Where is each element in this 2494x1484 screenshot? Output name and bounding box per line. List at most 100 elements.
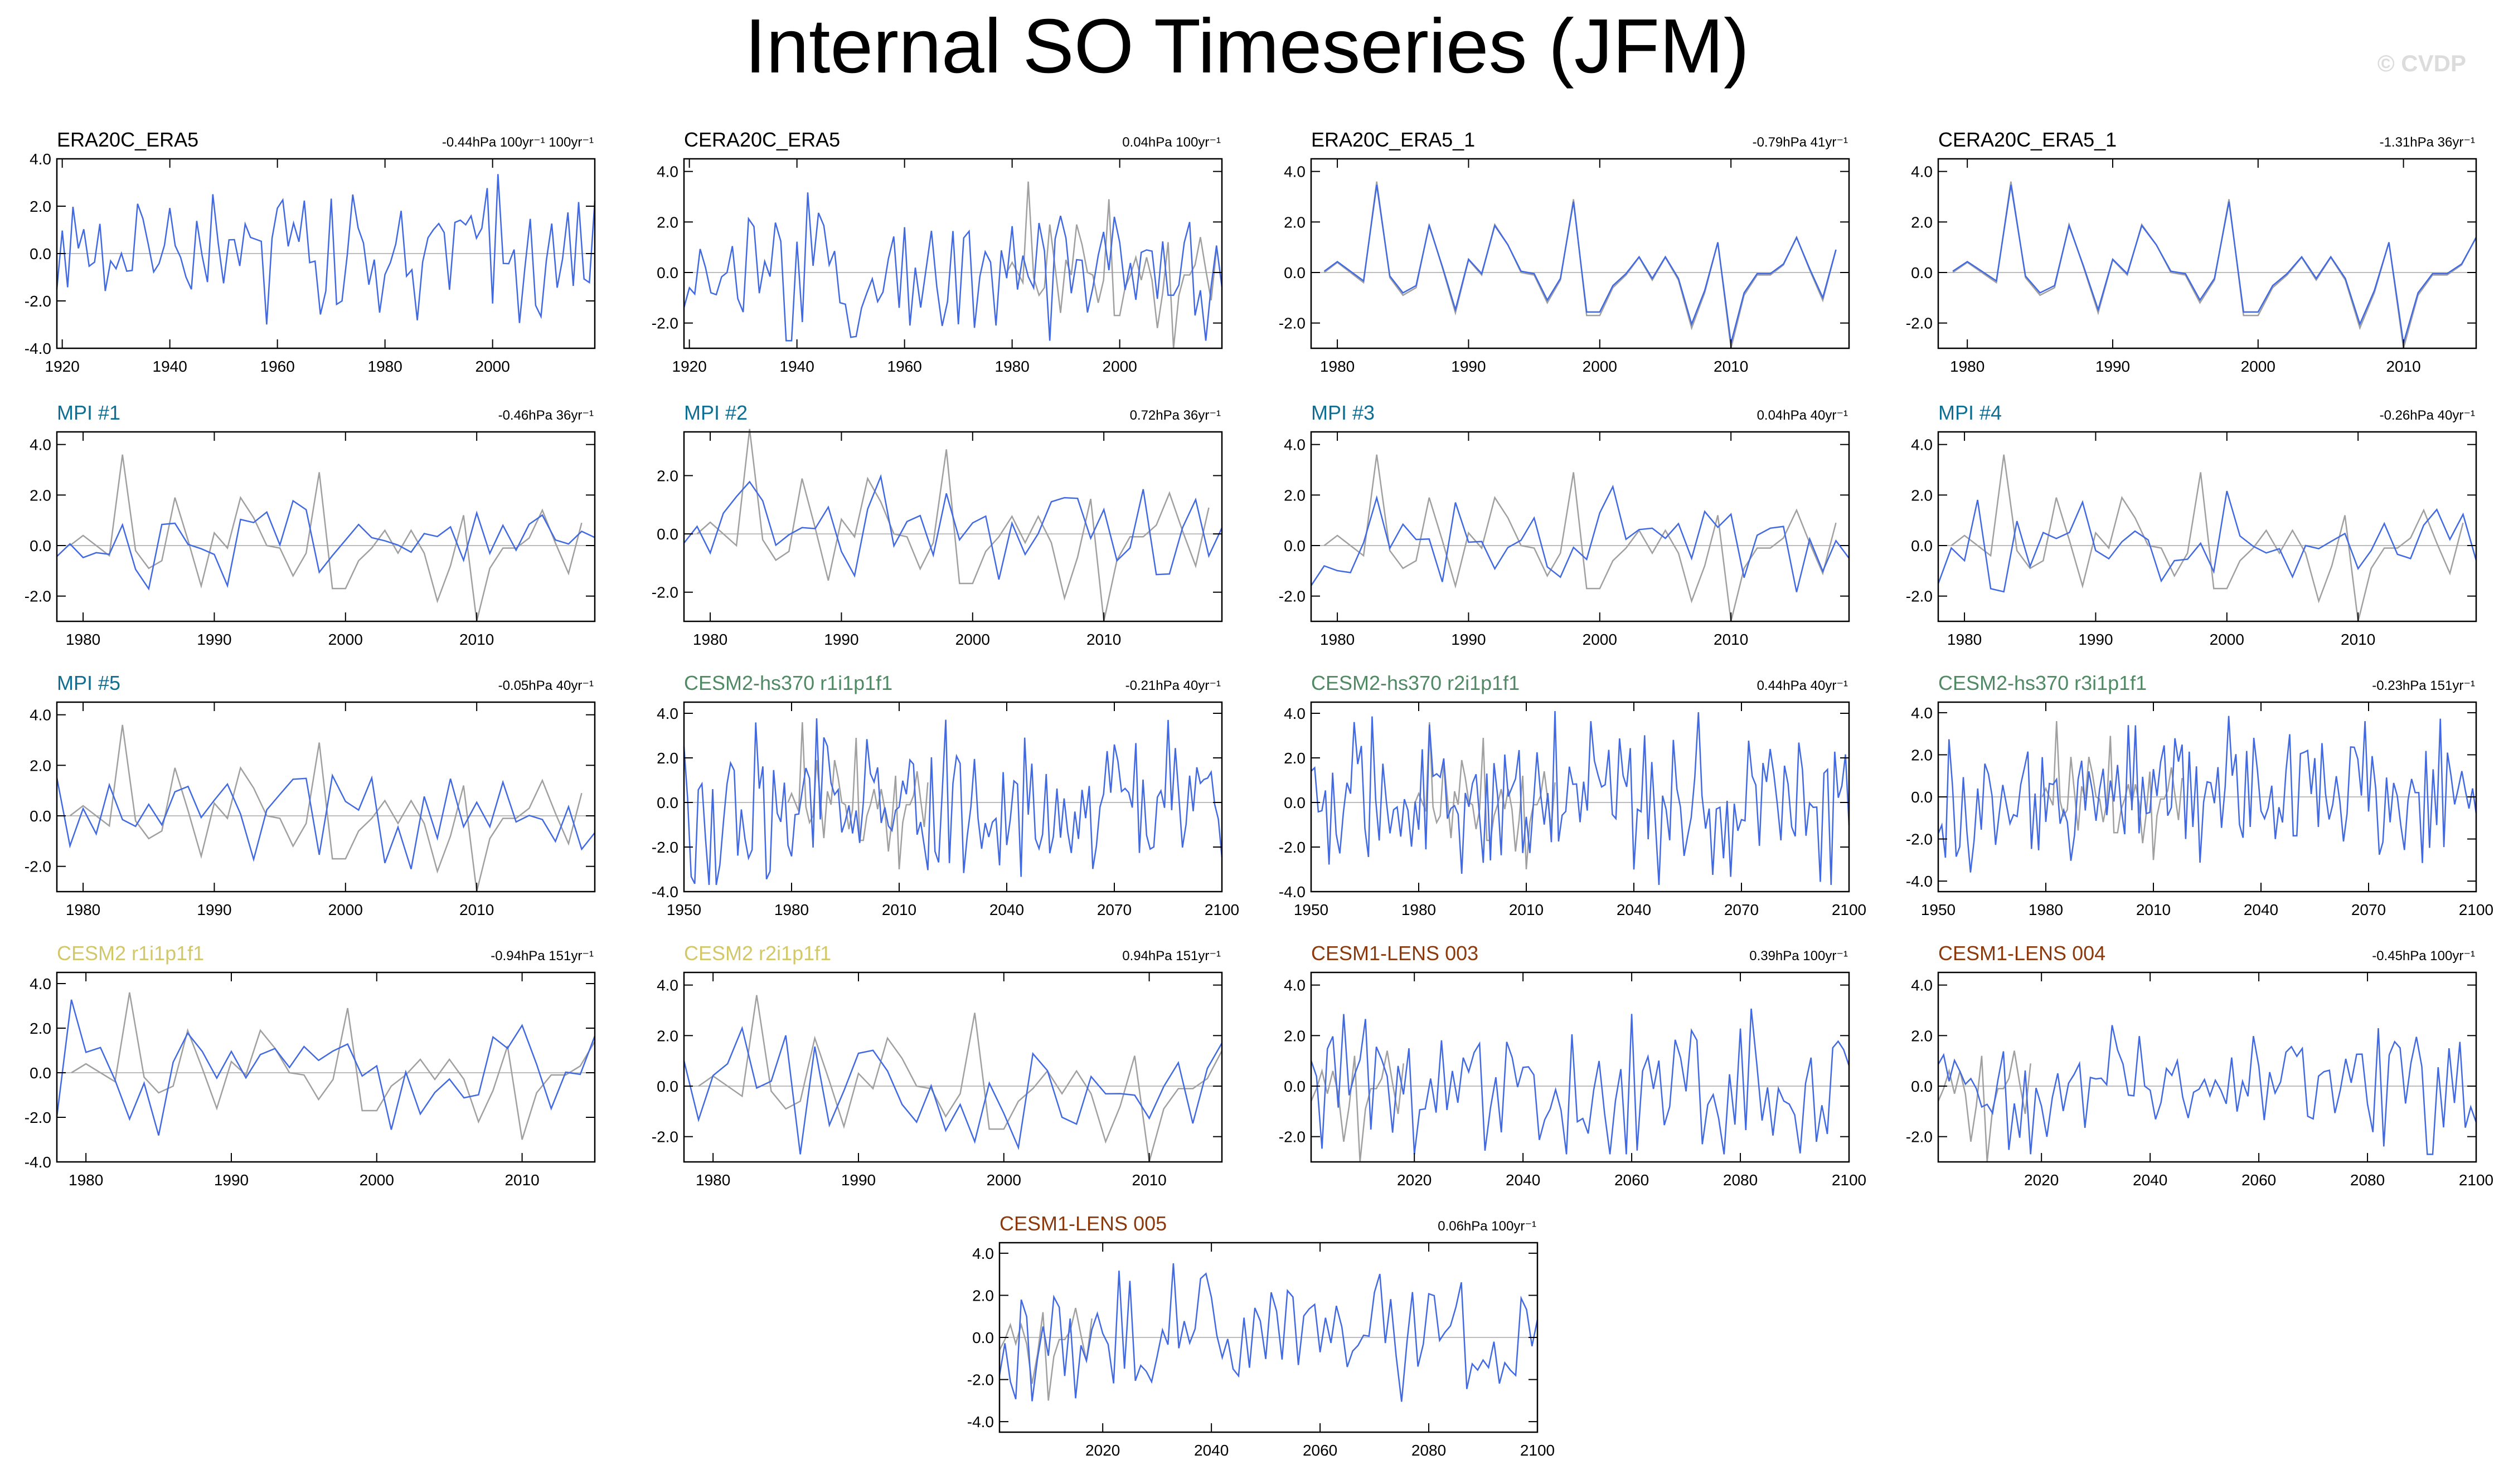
y-tick-label: 2.0	[1284, 750, 1306, 767]
x-tick-label: 2100	[1205, 901, 1239, 918]
x-tick-label: 1980	[774, 901, 809, 918]
trend-label: 0.06hPa 100yr⁻¹	[1438, 1219, 1536, 1234]
x-tick-label: 2060	[2241, 1171, 2276, 1189]
panel-6: MPI #2 0.72hPa 36yr⁻¹ 2.0 0.0 -2.0 1980 1990 20…	[652, 401, 1223, 648]
y-tick-label: 2.0	[1284, 1027, 1306, 1044]
y-tick-label: 0.0	[1284, 794, 1306, 811]
y-tick-label: -4.0	[1906, 873, 1933, 890]
x-tick-label: 2040	[1617, 901, 1651, 918]
panel-title: CERA20C_ERA5_1	[1938, 128, 2117, 151]
x-tick-label: 2020	[2024, 1171, 2059, 1189]
x-tick-label: 1950	[1294, 901, 1328, 918]
x-tick-label: 2010	[1132, 1171, 1166, 1189]
x-tick-label: 1990	[824, 631, 858, 648]
panel-title: MPI #1	[57, 401, 120, 424]
y-tick-label: 4.0	[1284, 977, 1306, 994]
trend-label: -0.94hPa 151yr⁻¹	[491, 948, 594, 964]
y-tick-label: 2.0	[1911, 213, 1933, 231]
panel-title: MPI #5	[57, 672, 120, 694]
model-series-line	[1937, 1025, 2477, 1155]
y-tick-label: -2.0	[652, 315, 678, 332]
panel-12: CESM2-hs370 r3i1p1f1 -0.23hPa 151yr⁻¹ 4.0 2…	[1906, 672, 2493, 918]
trend-label: 0.94hPa 151yr⁻¹	[1122, 948, 1221, 964]
panel-11: CESM2-hs370 r2i1p1f1 0.44hPa 40yr⁻¹ 4.0 2.0…	[1279, 672, 1866, 918]
obs-series-line	[1950, 454, 2464, 622]
x-tick-label: 2010	[459, 631, 494, 648]
panel-1: ERA20C_ERA5 -0.44hPa 100yr⁻¹ 100yr⁻¹ 4.0 2.…	[25, 128, 596, 375]
x-tick-label: 1980	[1320, 631, 1355, 648]
trend-label: 0.04hPa 40yr⁻¹	[1757, 408, 1848, 423]
y-tick-label: 4.0	[657, 705, 678, 722]
x-tick-label: 2080	[2350, 1171, 2385, 1189]
y-tick-label: 0.0	[1911, 1078, 1933, 1095]
y-tick-label: 2.0	[30, 757, 51, 774]
plot-frame	[683, 158, 1223, 349]
x-tick-label: 1990	[2078, 631, 2113, 648]
obs-series-line	[1952, 181, 2477, 349]
y-tick-label: 0.0	[1284, 1078, 1306, 1095]
x-tick-label: 2080	[1723, 1171, 1758, 1189]
panel-15: CESM1-LENS 003 0.39hPa 100yr⁻¹ 4.0 2.0 0.0 -2…	[1279, 942, 1866, 1189]
x-tick-label: 1980	[693, 631, 727, 648]
y-tick-label: -2.0	[1279, 1128, 1306, 1146]
x-tick-label: 1990	[1451, 358, 1486, 375]
x-tick-label: 2040	[1194, 1442, 1229, 1459]
panel-title: CESM2 r1i1p1f1	[57, 942, 204, 965]
y-tick-label: -4.0	[25, 1154, 51, 1171]
x-tick-label: 2020	[1397, 1171, 1432, 1189]
y-tick-label: -2.0	[25, 588, 51, 605]
x-tick-label: 1980	[995, 358, 1030, 375]
x-tick-label: 2070	[2351, 901, 2386, 918]
y-tick-label: 2.0	[1284, 213, 1306, 231]
trend-label: 0.04hPa 100yr⁻¹	[1122, 135, 1221, 150]
model-series-line	[1937, 490, 2477, 593]
plot-frame	[1937, 158, 2477, 349]
model-series-line	[56, 999, 596, 1136]
obs-series-line	[69, 454, 583, 622]
x-tick-label: 2010	[1714, 358, 1748, 375]
y-tick-label: -2.0	[1279, 588, 1306, 605]
x-tick-label: 1940	[780, 358, 814, 375]
y-tick-label: 4.0	[1284, 163, 1306, 181]
y-tick-label: 4.0	[657, 977, 678, 994]
x-tick-label: 2010	[504, 1171, 539, 1189]
model-series-line	[1310, 484, 1850, 592]
plot-frame	[1937, 431, 2477, 622]
model-series-line	[1937, 716, 2477, 873]
y-tick-label: 0.0	[1911, 537, 1933, 554]
x-tick-label: 2060	[1614, 1171, 1649, 1189]
x-tick-label: 1940	[153, 358, 187, 375]
x-tick-label: 2100	[2459, 1171, 2493, 1189]
x-tick-label: 2000	[2241, 358, 2275, 375]
y-tick-label: 4.0	[30, 150, 51, 168]
x-tick-label: 2100	[1832, 1171, 1866, 1189]
x-tick-label: 1950	[667, 901, 701, 918]
x-tick-label: 2070	[1097, 901, 1132, 918]
y-tick-label: 2.0	[972, 1287, 994, 1304]
x-tick-label: 2060	[1303, 1442, 1337, 1459]
y-tick-label: 0.0	[1284, 537, 1306, 554]
plot-frame	[1310, 158, 1850, 349]
panel-title: MPI #3	[1311, 401, 1375, 424]
panel-9: MPI #5 -0.05hPa 40yr⁻¹ 4.0 2.0 0.0 -2.0 1980 19…	[25, 672, 596, 918]
y-tick-label: 4.0	[1284, 705, 1306, 722]
x-tick-label: 1960	[260, 358, 295, 375]
y-tick-label: 2.0	[1911, 746, 1933, 763]
panel-4: CERA20C_ERA5_1 -1.31hPa 36yr⁻¹ 4.0 2.0 0.0 -2…	[1906, 128, 2477, 375]
panel-title: MPI #4	[1938, 401, 2002, 424]
obs-series-line	[69, 724, 583, 892]
x-tick-label: 2010	[459, 901, 494, 918]
obs-series-line	[787, 722, 929, 870]
y-tick-label: 4.0	[30, 436, 51, 454]
x-tick-label: 1980	[368, 358, 402, 375]
y-tick-label: -4.0	[25, 340, 51, 357]
obs-series-line	[71, 992, 596, 1140]
y-tick-label: -2.0	[25, 858, 51, 875]
obs-series-line	[1937, 1050, 2031, 1162]
x-tick-label: 2010	[1086, 631, 1121, 648]
x-tick-label: 2000	[1583, 358, 1617, 375]
trend-label: -0.45hPa 100yr⁻¹	[2372, 948, 2475, 964]
plot-frame	[1937, 971, 2477, 1163]
obs-series-line	[2041, 721, 2183, 860]
